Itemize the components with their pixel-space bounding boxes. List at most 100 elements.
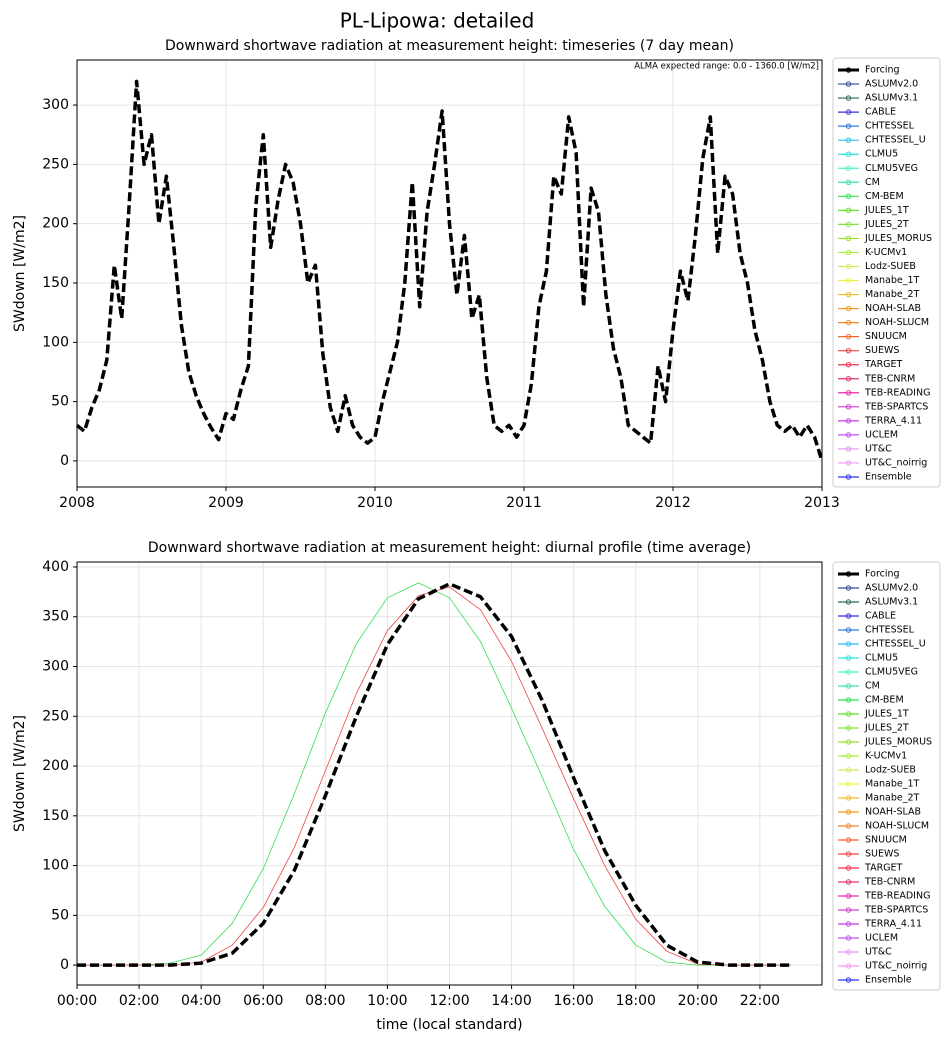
legend-marker	[845, 641, 852, 647]
y-tick-label: 50	[51, 394, 69, 410]
legend-marker	[845, 851, 852, 857]
plot-frame	[76, 561, 823, 986]
legend-marker	[845, 151, 852, 157]
legend-label: SNUUCM	[865, 331, 907, 342]
legend-label: JULES_MORUS	[864, 737, 932, 748]
legend-marker	[845, 963, 852, 969]
legend-marker	[845, 460, 852, 466]
y-tick-label: 100	[42, 858, 69, 874]
legend-label: UCLEM	[865, 933, 898, 944]
legend-label: ASLUMv3.1	[865, 597, 918, 608]
legend-label: TARGET	[864, 359, 903, 370]
legend-label: Ensemble	[865, 975, 912, 986]
x-tick-label: 06:00	[243, 993, 283, 1009]
x-tick-label: 02:00	[119, 993, 159, 1009]
legend-marker	[845, 404, 852, 410]
legend-marker	[845, 585, 852, 591]
legend-marker	[845, 362, 852, 368]
legend-marker	[845, 333, 852, 340]
y-tick-label: 100	[42, 334, 69, 350]
legend-label: NOAH-SLAB	[865, 303, 921, 314]
legend-marker	[845, 627, 852, 633]
legend-marker	[845, 432, 852, 438]
legend-label: CM	[865, 681, 880, 692]
y-tick-label: 150	[42, 275, 69, 291]
legend-label: CHTESSEL_U	[865, 639, 926, 650]
legend-marker	[845, 809, 852, 815]
y-tick-label: 300	[42, 659, 69, 675]
legend-label: CLMU5	[865, 149, 898, 160]
legend-label: Ensemble	[865, 471, 912, 482]
legend-marker	[845, 571, 852, 577]
legend-label: UCLEM	[865, 429, 898, 440]
legend-label: K-UCMv1	[865, 247, 907, 258]
x-tick-label: 18:00	[616, 993, 656, 1009]
legend-marker	[845, 683, 852, 689]
legend-label: Forcing	[865, 65, 900, 76]
y-tick-label: 200	[42, 216, 69, 232]
y-axis-label: SWdown [W/m2]	[12, 215, 28, 332]
legend-marker	[845, 893, 852, 899]
legend-label: TERRA_4.11	[864, 415, 922, 426]
legend-marker	[845, 67, 852, 73]
legend-marker	[845, 935, 852, 941]
legend-marker	[845, 109, 852, 115]
legend-marker	[845, 235, 852, 242]
legend-marker	[845, 907, 852, 913]
legend-label: TEB-READING	[864, 891, 930, 902]
x-tick-label: 20:00	[678, 993, 718, 1009]
legend-marker	[845, 879, 852, 885]
figure-title: PL-Lipowa: detailed	[340, 9, 535, 33]
x-tick-label: 2008	[59, 495, 95, 511]
legend-label: Manabe_1T	[865, 275, 920, 286]
legend-label: Lodz-SUEB	[865, 765, 916, 776]
legend-label: CHTESSEL_U	[865, 135, 926, 146]
y-tick-label: 50	[51, 907, 69, 923]
legend-label: K-UCMv1	[865, 751, 907, 762]
legend-marker	[845, 305, 852, 312]
legend-marker	[845, 795, 852, 801]
x-tick-label: 2009	[208, 495, 244, 511]
legend-marker	[845, 753, 852, 759]
legend-marker	[845, 390, 852, 396]
legend-label: JULES_2T	[864, 723, 909, 734]
legend-box	[832, 561, 941, 991]
legend-marker	[845, 669, 852, 675]
legend-label: CM-BEM	[865, 191, 904, 202]
legend-marker	[845, 291, 852, 298]
x-tick-label: 10:00	[367, 993, 407, 1009]
legend-label: NOAH-SLUCM	[865, 821, 929, 832]
legend-marker	[845, 81, 852, 87]
legend-label: UT&C_noirrig	[865, 457, 927, 468]
legend-marker	[845, 767, 852, 773]
legend-marker	[845, 446, 852, 452]
legend-marker	[845, 263, 852, 270]
legend-marker	[845, 599, 852, 605]
legend-label: UT&C_noirrig	[865, 961, 927, 972]
legend-label: ASLUMv2.0	[865, 79, 918, 90]
legend-marker	[845, 725, 852, 731]
legend-label: UT&C	[865, 947, 892, 958]
legend-label: TEB-CNRM	[864, 373, 915, 384]
legend-label: Manabe_1T	[865, 779, 920, 790]
legend-label: TEB-SPARTCS	[864, 401, 928, 412]
legend-marker	[845, 418, 852, 424]
legend-label: JULES_MORUS	[864, 233, 932, 244]
legend-label: TEB-CNRM	[864, 877, 915, 888]
legend-marker	[845, 95, 852, 101]
legend-marker	[845, 193, 852, 200]
series-line	[77, 582, 791, 966]
legend-marker	[845, 319, 852, 326]
legend-marker	[845, 697, 852, 703]
y-tick-label: 200	[42, 758, 69, 774]
chart-title: Downward shortwave radiation at measurem…	[165, 38, 734, 54]
chart-title: Downward shortwave radiation at measurem…	[148, 540, 751, 556]
x-tick-label: 04:00	[181, 993, 221, 1009]
x-tick-label: 16:00	[553, 993, 593, 1009]
legend-marker	[845, 613, 852, 619]
legend-label: CABLE	[865, 611, 896, 622]
legend-marker	[845, 837, 852, 843]
legend-label: CM-BEM	[865, 695, 904, 706]
legend-marker	[845, 207, 852, 214]
legend-label: Lodz-SUEB	[865, 261, 916, 272]
